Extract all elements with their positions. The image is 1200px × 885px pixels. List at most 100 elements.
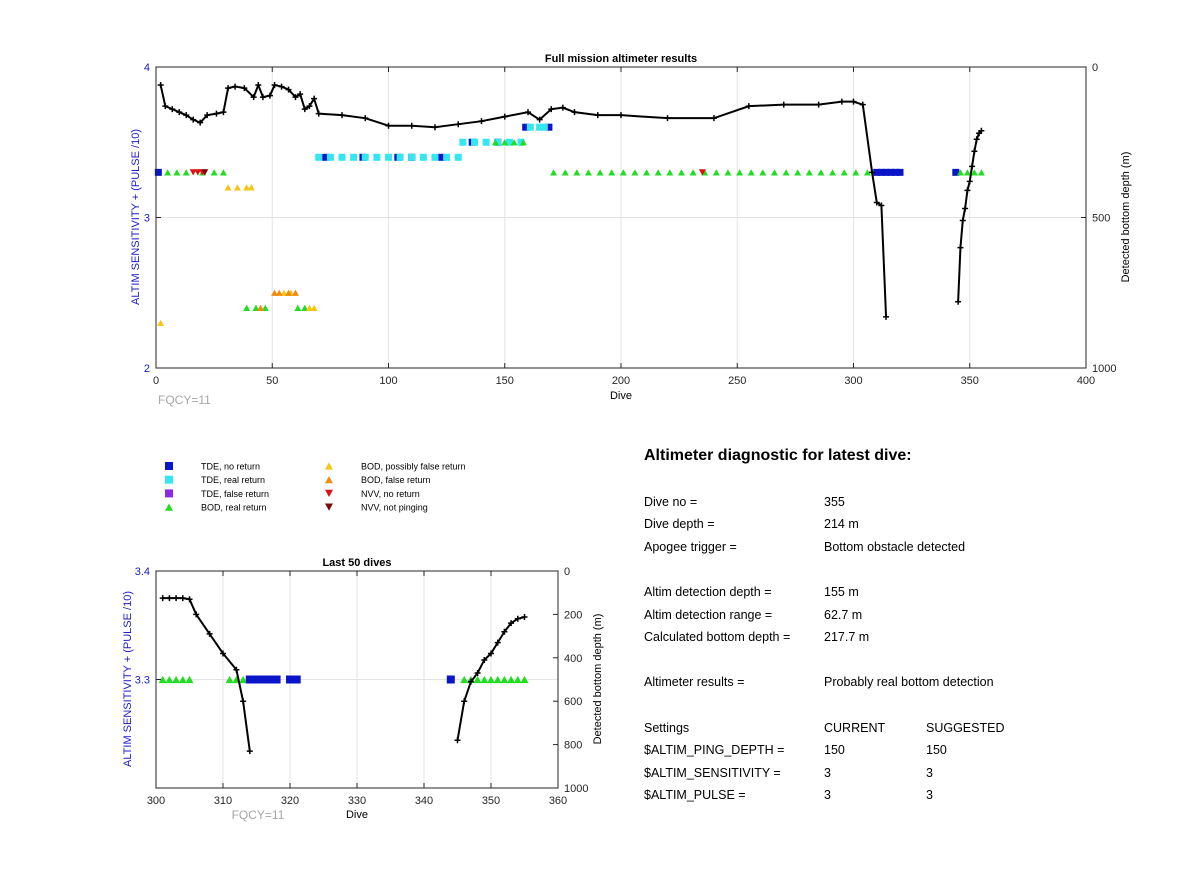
series-bod-false-return bbox=[257, 289, 299, 311]
bottom-depth-point bbox=[964, 187, 971, 194]
bottom-depth-point bbox=[559, 104, 566, 111]
bottom-depth-point bbox=[859, 101, 866, 108]
marker-bod-false-return bbox=[271, 289, 279, 296]
bottom-depth-point bbox=[157, 82, 164, 89]
series-tde-no-return bbox=[245, 675, 455, 684]
bottom-depth-point bbox=[220, 109, 227, 116]
marker-nvv-no-return bbox=[698, 169, 706, 176]
diag-value: Probably real bottom detection bbox=[824, 675, 994, 689]
marker-bod-real-return bbox=[261, 304, 269, 311]
bottom-depth-point bbox=[869, 169, 876, 176]
bottom-depth-point bbox=[432, 124, 438, 131]
marker-bod-false-return bbox=[285, 289, 293, 296]
legend-item-nvv-not-pinging: NVV, not pinging bbox=[325, 503, 428, 513]
bottom-depth-point bbox=[266, 92, 273, 99]
setting-label: $ALTIM_PULSE = bbox=[644, 788, 746, 802]
legend-marker bbox=[165, 503, 173, 511]
legend-marker bbox=[165, 489, 173, 498]
marker-tde-real-return bbox=[315, 153, 323, 161]
marker-bod-real-return bbox=[712, 169, 720, 176]
y-tick-label-right: 800 bbox=[564, 740, 582, 752]
bottom-depth-point bbox=[232, 83, 239, 90]
marker-tde-real-return bbox=[373, 153, 381, 161]
legend-item-bod-real-return: BOD, real return bbox=[165, 503, 267, 513]
marker-bod-possibly-false-return bbox=[157, 319, 165, 326]
marker-bod-real-return bbox=[677, 169, 685, 176]
marker-bod-real-return bbox=[724, 169, 732, 176]
marker-bod-real-return bbox=[491, 139, 499, 146]
bottom-depth-point bbox=[385, 122, 392, 129]
marker-bod-real-return bbox=[805, 169, 813, 176]
marker-bod-real-return bbox=[561, 169, 569, 176]
marker-bod-real-return bbox=[480, 675, 489, 684]
marker-bod-real-return bbox=[736, 169, 744, 176]
marker-bod-real-return bbox=[689, 169, 697, 176]
bottom-depth-point bbox=[206, 630, 213, 637]
legend-item-tde-no-return: TDE, no return bbox=[165, 462, 260, 472]
bottom-depth-point bbox=[474, 669, 481, 676]
bottom-depth-point bbox=[454, 737, 461, 744]
diag-value: Bottom obstacle detected bbox=[824, 540, 966, 554]
bottom-depth-point bbox=[220, 650, 226, 657]
marker-tde-real-return bbox=[540, 123, 548, 131]
legend-label: BOD, real return bbox=[201, 503, 267, 513]
bottom-depth-point bbox=[362, 115, 369, 122]
bottom-depth-point bbox=[190, 116, 197, 123]
x-tick-label: 50 bbox=[266, 375, 278, 387]
zoom-ylabel-left: ALTIM SENSITIVITY + (PULSE /10) bbox=[122, 591, 134, 767]
legend-marker bbox=[325, 462, 333, 470]
marker-tde-real-return bbox=[505, 138, 513, 146]
marker-bod-real-return bbox=[817, 169, 825, 176]
y-tick-label-right: 1000 bbox=[564, 783, 588, 795]
marker-bod-false-return bbox=[257, 304, 265, 311]
series-bottom-depth bbox=[159, 595, 528, 755]
marker-tde-no-return bbox=[882, 168, 890, 176]
bottom-depth-point bbox=[962, 205, 969, 212]
marker-tde-no-return bbox=[322, 153, 330, 161]
y-tick-label-left: 4 bbox=[144, 62, 150, 74]
marker-bod-real-return bbox=[165, 675, 174, 684]
bottom-depth-point bbox=[179, 595, 186, 602]
y-tick-label-right: 600 bbox=[564, 696, 582, 708]
marker-bod-real-return bbox=[252, 304, 260, 311]
bottom-depth-point bbox=[959, 217, 966, 224]
bottom-depth-point bbox=[169, 106, 176, 113]
marker-bod-real-return bbox=[182, 169, 190, 176]
marker-tde-real-return bbox=[419, 153, 427, 161]
marker-tde-no-return bbox=[522, 123, 530, 131]
bottom-depth-point bbox=[285, 86, 292, 93]
marker-bod-real-return bbox=[794, 169, 802, 176]
legend-item-bod-false-return: BOD, false return bbox=[325, 475, 431, 485]
marker-tde-no-return bbox=[545, 123, 553, 131]
setting-suggested: 3 bbox=[926, 788, 933, 802]
bottom-depth-point bbox=[259, 94, 266, 101]
series-bod-real-return bbox=[164, 139, 985, 311]
diag-label: Altimeter results = bbox=[644, 675, 745, 689]
marker-tde-real-return bbox=[443, 153, 451, 161]
bottom-depth-point bbox=[481, 656, 488, 663]
bottom-depth-point bbox=[183, 112, 190, 119]
marker-bod-real-return bbox=[666, 169, 674, 176]
marker-bod-possibly-false-return bbox=[310, 304, 318, 311]
setting-label: $ALTIM_PING_DEPTH = bbox=[644, 743, 785, 757]
settings-header-current: CURRENT bbox=[824, 721, 886, 735]
y-tick-label-right: 0 bbox=[564, 566, 570, 578]
legend-marker bbox=[325, 489, 333, 497]
diag-label: Altim detection range = bbox=[644, 608, 773, 622]
bottom-depth-point bbox=[233, 666, 240, 673]
main-title: Full mission altimeter results bbox=[545, 53, 697, 65]
bottom-depth-point bbox=[594, 112, 601, 119]
bottom-depth-point bbox=[966, 178, 973, 185]
marker-bod-real-return bbox=[225, 675, 234, 684]
bottom-depth-point bbox=[339, 112, 345, 119]
setting-current: 3 bbox=[824, 788, 831, 802]
y-tick-label-right: 0 bbox=[1092, 62, 1098, 74]
legend-label: TDE, real return bbox=[201, 475, 265, 485]
bottom-depth-point bbox=[162, 103, 169, 110]
marker-tde-real-return bbox=[459, 138, 467, 146]
bottom-depth-point bbox=[711, 115, 717, 122]
bottom-depth-point bbox=[213, 110, 220, 117]
x-tick-label: 0 bbox=[153, 375, 159, 387]
marker-bod-real-return bbox=[219, 169, 227, 176]
marker-bod-real-return bbox=[956, 169, 964, 176]
